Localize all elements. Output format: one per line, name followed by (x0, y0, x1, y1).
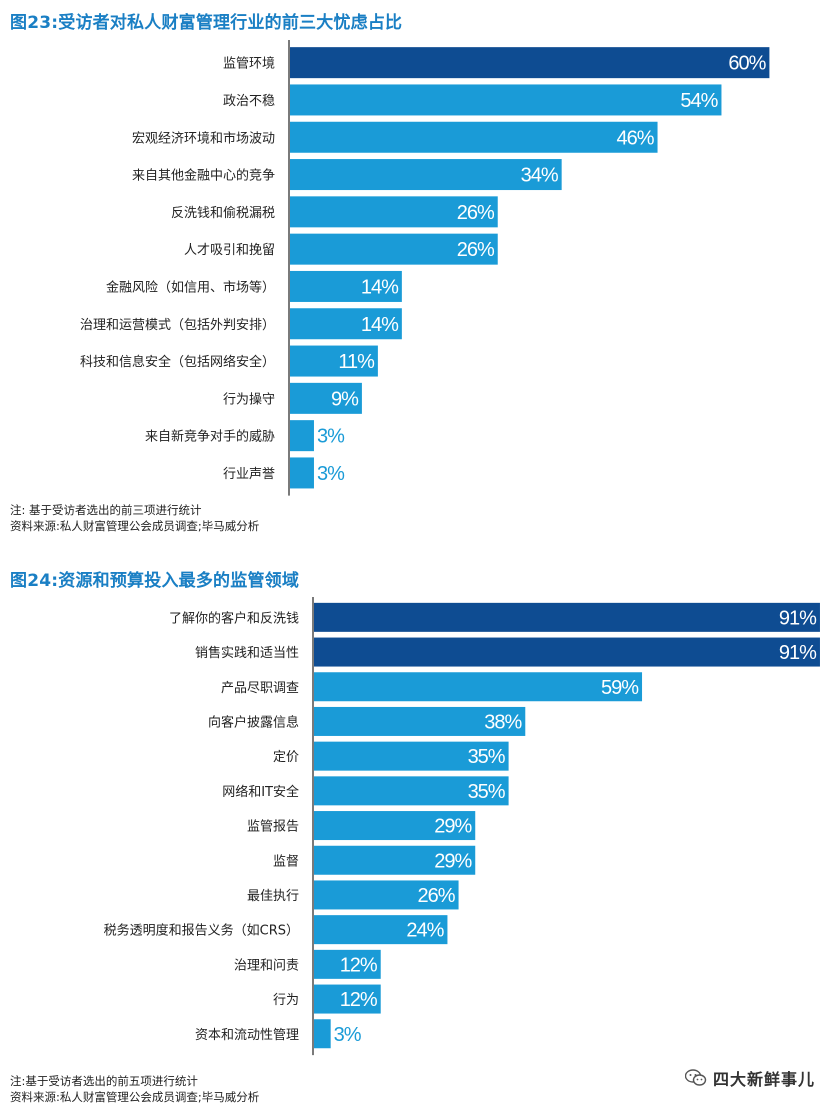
bar (314, 1019, 331, 1049)
category-label: 定价 (273, 750, 299, 765)
category-label: 了解你的客户和反洗钱 (169, 610, 299, 626)
value-label: 26% (457, 202, 495, 224)
bar (314, 880, 459, 910)
value-label: 60% (728, 53, 766, 75)
value-label: 26% (457, 239, 495, 261)
value-label: 91% (779, 642, 817, 664)
value-label: 3% (317, 463, 345, 485)
bar (314, 672, 643, 702)
note-basis: 注: 基于受访者选出的前三项进行统计 (10, 503, 202, 517)
category-label: 税务透明度和报告义务（如CRS） (104, 923, 299, 939)
category-label: 来自新竞争对手的威胁 (145, 429, 275, 445)
bar (290, 84, 722, 116)
watermark-text: 四大新鲜事儿 (712, 1070, 815, 1089)
note-source: 资料来源:私人财富管理公会成员调查;毕马威分析 (10, 519, 260, 533)
value-label: 26% (418, 885, 456, 907)
value-label: 35% (468, 746, 506, 768)
value-label: 35% (468, 781, 506, 803)
category-label: 销售实践和适当性 (195, 645, 299, 661)
bar (314, 811, 476, 841)
chart-note-23: 注: 基于受访者选出的前三项进行统计 资料来源:私人财富管理公会成员调查;毕马威… (10, 502, 259, 534)
category-label: 治理和问责 (234, 958, 299, 973)
chart-title-24: 图24:资源和预算投入最多的监管领域 (10, 571, 300, 591)
bar (290, 121, 658, 153)
category-label: 监管报告 (247, 820, 299, 835)
chart-title-23: 图23:受访者对私人财富管理行业的前三大忧虑占比 (10, 13, 403, 33)
chart-note-24: 注:基于受访者选出的前五项进行统计 资料来源:私人财富管理公会成员调查;毕马威分… (10, 1073, 259, 1105)
category-label: 金融风险（如信用、市场等） (106, 279, 275, 295)
category-label: 宏观经济环境和市场波动 (132, 130, 275, 146)
bar-chart-24: 了解你的客户和反洗钱 91% 销售实践和适当性 91% 产品尽职调查 59% 向客户披露信息… (104, 597, 820, 1056)
value-label: 46% (617, 127, 655, 149)
note-source: 资料来源:私人财富管理公会成员调查;毕马威分析 (10, 1090, 260, 1104)
value-label: 14% (361, 276, 399, 298)
value-label: 3% (317, 426, 345, 448)
value-label: 12% (340, 989, 378, 1011)
wechat-icon (684, 1069, 707, 1087)
value-label: 59% (601, 677, 639, 699)
category-label: 人才吸引和挽留 (184, 243, 275, 258)
value-label: 34% (521, 165, 559, 187)
watermark: 四大新鲜事儿 (684, 1066, 815, 1090)
category-label: 治理和运营模式（包括外判安排） (80, 318, 275, 333)
category-label: 资本和流动性管理 (195, 1028, 299, 1043)
value-label: 54% (680, 90, 718, 112)
bar (290, 345, 378, 377)
bar (290, 159, 562, 191)
category-label: 网络和IT安全 (222, 784, 299, 800)
bar (290, 196, 498, 228)
bar (314, 602, 820, 632)
bar (314, 984, 381, 1014)
bar (290, 270, 402, 302)
bar (314, 741, 509, 771)
bar (290, 420, 314, 452)
bar (290, 457, 314, 489)
bar (314, 706, 526, 736)
value-label: 9% (331, 388, 359, 410)
bar-chart-23: 监管环境 60% 政治不稳 54% 宏观经济环境和市场波动 46% 来自其他金融中心的竞争 3… (80, 40, 770, 496)
value-label: 24% (406, 920, 444, 942)
category-label: 行为 (273, 993, 299, 1008)
category-label: 向客户披露信息 (208, 714, 299, 730)
note-basis: 注:基于受访者选出的前五项进行统计 (10, 1074, 198, 1088)
bar (290, 382, 362, 414)
bar (314, 915, 448, 945)
value-label: 11% (338, 351, 375, 373)
category-label: 产品尽职调查 (221, 681, 299, 696)
category-label: 监督 (273, 854, 299, 869)
bar (290, 308, 402, 340)
bar (314, 776, 509, 806)
bar (314, 949, 381, 979)
category-label: 来自其他金融中心的竞争 (132, 168, 275, 184)
category-label: 监管环境 (223, 57, 275, 72)
value-label: 91% (779, 607, 817, 629)
bar (290, 233, 498, 265)
category-label: 反洗钱和偷税漏税 (171, 205, 275, 221)
category-label: 行业声誉 (223, 467, 275, 482)
value-label: 14% (361, 314, 399, 336)
category-label: 科技和信息安全（包括网络安全） (80, 354, 275, 370)
bar (314, 637, 820, 667)
value-label: 29% (434, 850, 472, 872)
bar (314, 845, 476, 875)
category-label: 最佳执行 (247, 889, 299, 904)
value-label: 29% (434, 816, 472, 838)
value-label: 38% (484, 711, 522, 733)
value-label: 12% (340, 954, 378, 976)
category-label: 行为操守 (223, 391, 275, 407)
category-label: 政治不稳 (223, 93, 275, 109)
value-label: 3% (334, 1024, 362, 1046)
bar (290, 47, 770, 79)
